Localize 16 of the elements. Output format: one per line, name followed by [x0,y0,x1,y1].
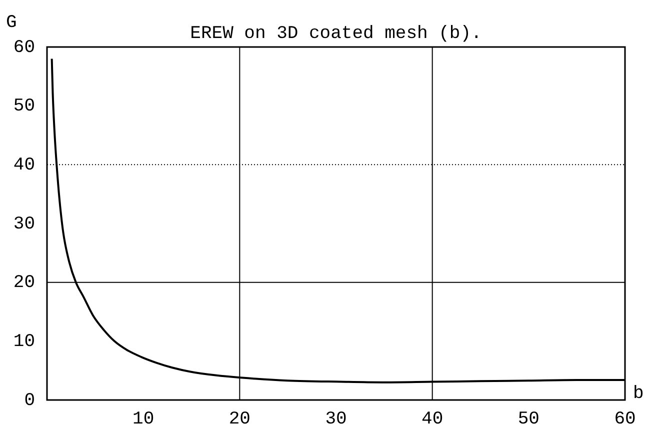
y-tick-label: 30 [13,214,35,234]
x-tick-label: 60 [614,410,636,430]
y-tick-label: 10 [13,332,35,352]
x-tick-label: 30 [325,410,347,430]
x-tick-label: 20 [228,410,250,430]
y-axis-title: G [6,12,17,33]
chart-title: EREW on 3D coated mesh (b). [190,24,482,44]
x-axis-title: b [633,384,644,404]
x-tick-label: 40 [422,410,444,430]
y-tick-label: 60 [13,38,35,58]
y-tick-label: 40 [13,155,35,176]
x-tick-label: 10 [132,410,154,430]
y-tick-label: 0 [24,390,35,411]
x-tick-label: 50 [518,410,540,430]
y-tick-label: 50 [13,96,35,117]
y-tick-label: 20 [13,273,35,294]
